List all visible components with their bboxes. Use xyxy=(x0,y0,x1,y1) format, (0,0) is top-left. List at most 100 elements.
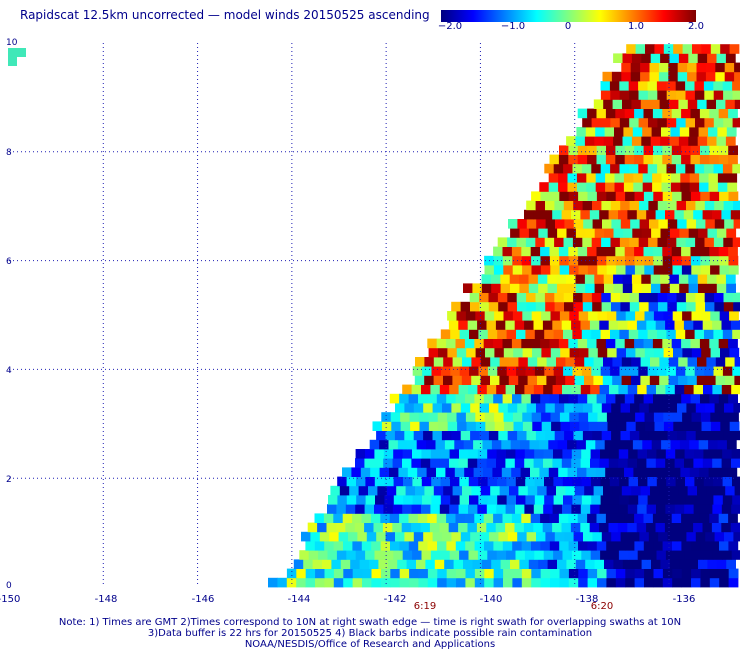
swath-cell xyxy=(629,430,640,441)
swath-cell xyxy=(376,430,386,441)
swath-cell xyxy=(441,430,452,441)
swath-cell xyxy=(355,550,366,560)
swath-cell xyxy=(618,458,628,468)
swath-cell xyxy=(343,541,353,551)
swath-cell xyxy=(481,274,492,284)
swath-cell xyxy=(543,458,553,468)
swath-cell xyxy=(553,550,563,560)
swath-cell xyxy=(606,255,617,266)
swath-cell xyxy=(538,283,548,293)
swath-cell xyxy=(362,568,372,579)
swath-cell xyxy=(567,173,578,183)
swath-cell xyxy=(671,393,682,404)
swath-cell xyxy=(669,99,679,109)
swath-cell xyxy=(349,485,359,496)
swath-cell xyxy=(652,467,662,477)
swath-cell xyxy=(601,301,612,312)
swath-cell xyxy=(684,384,694,395)
swath-cell xyxy=(540,568,551,579)
swath-cell xyxy=(669,283,680,293)
swath-cell xyxy=(613,53,623,63)
swath-cell xyxy=(343,568,354,579)
swath-cell xyxy=(415,357,425,367)
swath-cell xyxy=(691,347,702,358)
swath-cell xyxy=(727,182,738,192)
swath-cell xyxy=(719,568,730,579)
swath-cell xyxy=(695,430,706,441)
swath-cell xyxy=(540,577,551,588)
swath-cell xyxy=(474,338,485,349)
swath-cell xyxy=(567,467,578,477)
swath-cell xyxy=(614,173,625,183)
swath-cell xyxy=(544,476,554,487)
swath-cell xyxy=(582,237,593,247)
swath-cell xyxy=(640,485,651,496)
swath-cell xyxy=(681,541,692,551)
swath-cell xyxy=(671,154,682,165)
swath-cell xyxy=(286,577,297,588)
swath-cell xyxy=(572,495,583,505)
swath-cell xyxy=(647,550,657,560)
swath-cell xyxy=(531,412,542,422)
swath-cell xyxy=(595,467,606,477)
swath-cell xyxy=(678,357,688,367)
swath-cell xyxy=(370,467,380,477)
swath-cell xyxy=(640,62,650,73)
swath-cell xyxy=(499,375,510,385)
swath-cell xyxy=(502,393,513,404)
swath-cell xyxy=(704,163,714,174)
swath-cell xyxy=(323,513,334,523)
swath-cell xyxy=(659,99,670,109)
swath-cell xyxy=(628,81,639,91)
swath-cell xyxy=(494,311,504,321)
swath-cell xyxy=(727,467,738,477)
swath-cell xyxy=(395,403,405,413)
swath-cell xyxy=(554,292,565,303)
swath-cell xyxy=(626,44,636,54)
swath-cell xyxy=(657,329,667,339)
swath-cell xyxy=(622,559,633,569)
swath-cell xyxy=(392,504,403,514)
swath-cell xyxy=(382,522,393,533)
swath-cell xyxy=(716,53,727,63)
swath-cell xyxy=(399,541,410,551)
swath-cell xyxy=(554,403,565,413)
swath-cell xyxy=(573,301,584,312)
swath-cell xyxy=(410,421,420,431)
swath-cell xyxy=(566,228,577,238)
swath-cell xyxy=(585,127,596,137)
swath-cell xyxy=(675,329,686,339)
swath-cell xyxy=(696,62,707,73)
swath-cell xyxy=(681,513,691,523)
swath-cell xyxy=(540,265,551,275)
swath-cell xyxy=(698,127,709,137)
swath-cell xyxy=(458,522,468,533)
swath-cell xyxy=(619,366,630,376)
swath-cell xyxy=(314,513,325,523)
swath-cell xyxy=(549,154,560,165)
swath-cell xyxy=(383,504,394,514)
swath-cell xyxy=(648,200,659,211)
swath-cell xyxy=(635,412,645,422)
swath-cell xyxy=(572,366,583,376)
swath-cell xyxy=(399,513,409,523)
swath-cell xyxy=(609,504,619,514)
swath-cell xyxy=(707,136,717,146)
swath-cell xyxy=(655,458,666,468)
x-tick-label: -144 xyxy=(287,594,311,605)
swath-cell xyxy=(446,568,457,579)
swath-cell xyxy=(695,292,706,303)
swath-cell xyxy=(478,476,488,487)
swath-cell xyxy=(714,219,725,229)
swath-cell xyxy=(723,200,734,211)
swath-cell xyxy=(450,366,461,376)
swath-cell xyxy=(487,476,498,487)
swath-cell xyxy=(517,403,527,413)
swath-cell xyxy=(600,329,611,339)
swath-cell xyxy=(374,476,385,487)
swath-cell xyxy=(502,338,513,349)
swath-cell xyxy=(564,531,574,542)
swath-cell xyxy=(596,513,607,523)
swath-cell xyxy=(603,136,614,146)
swath-cell xyxy=(605,154,616,165)
